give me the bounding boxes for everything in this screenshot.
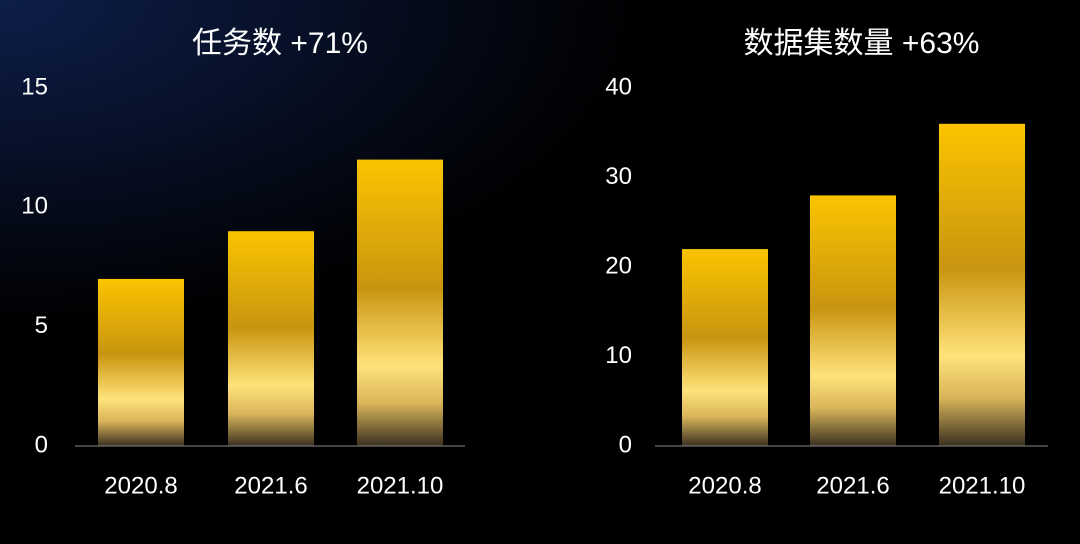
y-tick-label: 15	[21, 73, 48, 100]
x-tick-label: 2021.10	[939, 472, 1026, 499]
bar	[357, 159, 443, 446]
y-tick-label: 20	[605, 252, 632, 279]
x-tick-label: 2021.6	[234, 472, 307, 499]
bar	[810, 195, 896, 446]
chart-title: 数据集数量 +63%	[744, 27, 980, 60]
x-tick-label: 2021.6	[816, 472, 889, 499]
x-tick-label: 2020.8	[688, 472, 761, 499]
y-tick-label: 10	[605, 342, 632, 369]
x-tick-label: 2021.10	[357, 472, 444, 499]
y-tick-label: 5	[35, 312, 48, 339]
y-tick-label: 30	[605, 163, 632, 190]
y-tick-label: 40	[605, 73, 632, 100]
chart-title: 任务数 +71%	[192, 27, 368, 60]
bar	[682, 249, 768, 446]
bar	[98, 278, 184, 446]
y-tick-label: 0	[619, 431, 632, 458]
y-tick-label: 0	[35, 431, 48, 458]
bar	[228, 231, 314, 446]
x-tick-label: 2020.8	[104, 472, 177, 499]
y-tick-label: 10	[21, 193, 48, 220]
bar	[939, 123, 1025, 447]
